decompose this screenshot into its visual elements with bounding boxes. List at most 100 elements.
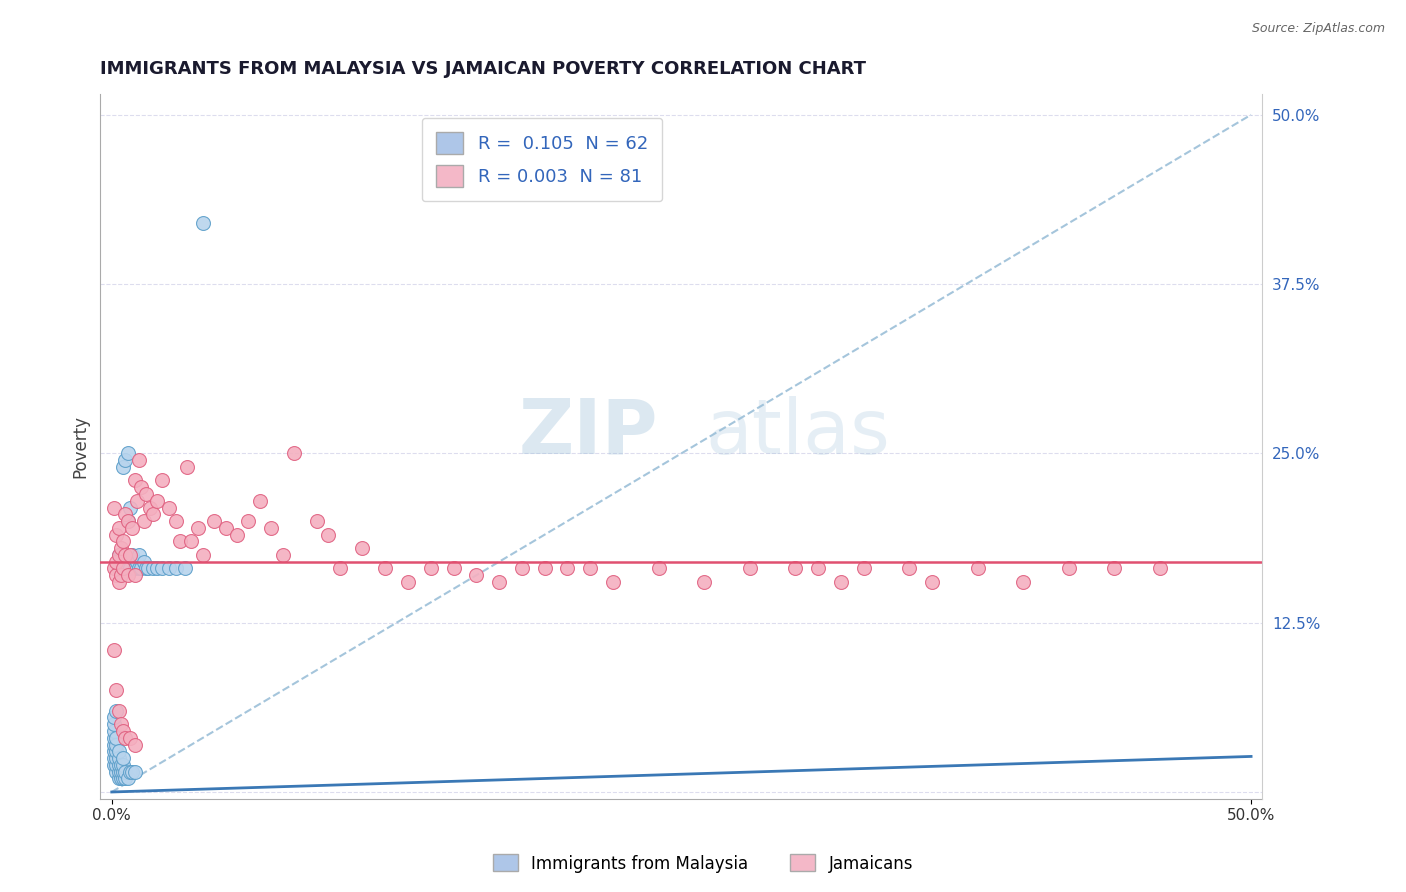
Point	[132, 514, 155, 528]
Point	[191, 548, 214, 562]
Point	[103, 744, 125, 758]
Point	[305, 514, 328, 528]
Point	[157, 500, 180, 515]
Point	[510, 561, 533, 575]
Point	[898, 561, 921, 575]
Point	[1012, 575, 1035, 590]
Point	[107, 751, 129, 765]
Point	[121, 548, 143, 562]
Point	[142, 508, 165, 522]
Point	[107, 561, 129, 575]
Point	[105, 527, 128, 541]
Point	[118, 548, 141, 562]
Point	[105, 555, 128, 569]
Point	[114, 548, 136, 562]
Point	[283, 446, 305, 460]
Point	[107, 758, 129, 772]
Point	[117, 514, 139, 528]
Point	[136, 561, 159, 575]
Point	[110, 764, 132, 779]
Point	[107, 704, 129, 718]
Point	[117, 446, 139, 460]
Point	[374, 561, 396, 575]
Point	[465, 568, 488, 582]
Point	[329, 561, 352, 575]
Point	[110, 541, 132, 556]
Point	[135, 561, 157, 575]
Point	[114, 772, 136, 786]
Point	[110, 568, 132, 582]
Point	[114, 555, 136, 569]
Point	[316, 527, 339, 541]
Point	[579, 561, 602, 575]
Point	[117, 772, 139, 786]
Point	[112, 764, 135, 779]
Point	[135, 487, 157, 501]
Point	[165, 514, 187, 528]
Point	[112, 758, 135, 772]
Point	[125, 493, 148, 508]
Text: Source: ZipAtlas.com: Source: ZipAtlas.com	[1251, 22, 1385, 36]
Point	[647, 561, 669, 575]
Point	[146, 493, 169, 508]
Point	[112, 534, 135, 549]
Point	[103, 731, 125, 745]
Point	[131, 480, 153, 494]
Legend: Immigrants from Malaysia, Jamaicans: Immigrants from Malaysia, Jamaicans	[486, 847, 920, 880]
Point	[693, 575, 716, 590]
Point	[118, 731, 141, 745]
Point	[105, 683, 128, 698]
Point	[124, 568, 146, 582]
Point	[107, 548, 129, 562]
Point	[112, 772, 135, 786]
Point	[117, 561, 139, 575]
Point	[107, 772, 129, 786]
Point	[921, 575, 943, 590]
Point	[533, 561, 555, 575]
Point	[121, 521, 143, 535]
Text: ZIP: ZIP	[519, 395, 658, 469]
Point	[1149, 561, 1171, 575]
Point	[202, 514, 225, 528]
Point	[173, 561, 195, 575]
Point	[150, 474, 173, 488]
Point	[132, 555, 155, 569]
Point	[105, 751, 128, 765]
Point	[830, 575, 852, 590]
Point	[169, 534, 191, 549]
Point	[226, 527, 249, 541]
Point	[271, 548, 294, 562]
Point	[105, 758, 128, 772]
Point	[105, 704, 128, 718]
Point	[602, 575, 624, 590]
Point	[150, 561, 173, 575]
Point	[103, 717, 125, 731]
Point	[249, 493, 271, 508]
Point	[107, 548, 129, 562]
Point	[146, 561, 169, 575]
Point	[807, 561, 830, 575]
Point	[103, 710, 125, 724]
Point	[738, 561, 761, 575]
Point	[419, 561, 441, 575]
Point	[114, 453, 136, 467]
Point	[107, 521, 129, 535]
Point	[125, 555, 148, 569]
Y-axis label: Poverty: Poverty	[72, 415, 89, 478]
Point	[110, 548, 132, 562]
Point	[103, 738, 125, 752]
Point	[238, 514, 260, 528]
Point	[112, 561, 135, 575]
Point	[176, 459, 198, 474]
Point	[105, 764, 128, 779]
Point	[107, 764, 129, 779]
Point	[852, 561, 875, 575]
Point	[117, 568, 139, 582]
Point	[110, 717, 132, 731]
Point	[112, 561, 135, 575]
Point	[110, 758, 132, 772]
Point	[107, 744, 129, 758]
Point	[191, 216, 214, 230]
Point	[124, 738, 146, 752]
Point	[1057, 561, 1080, 575]
